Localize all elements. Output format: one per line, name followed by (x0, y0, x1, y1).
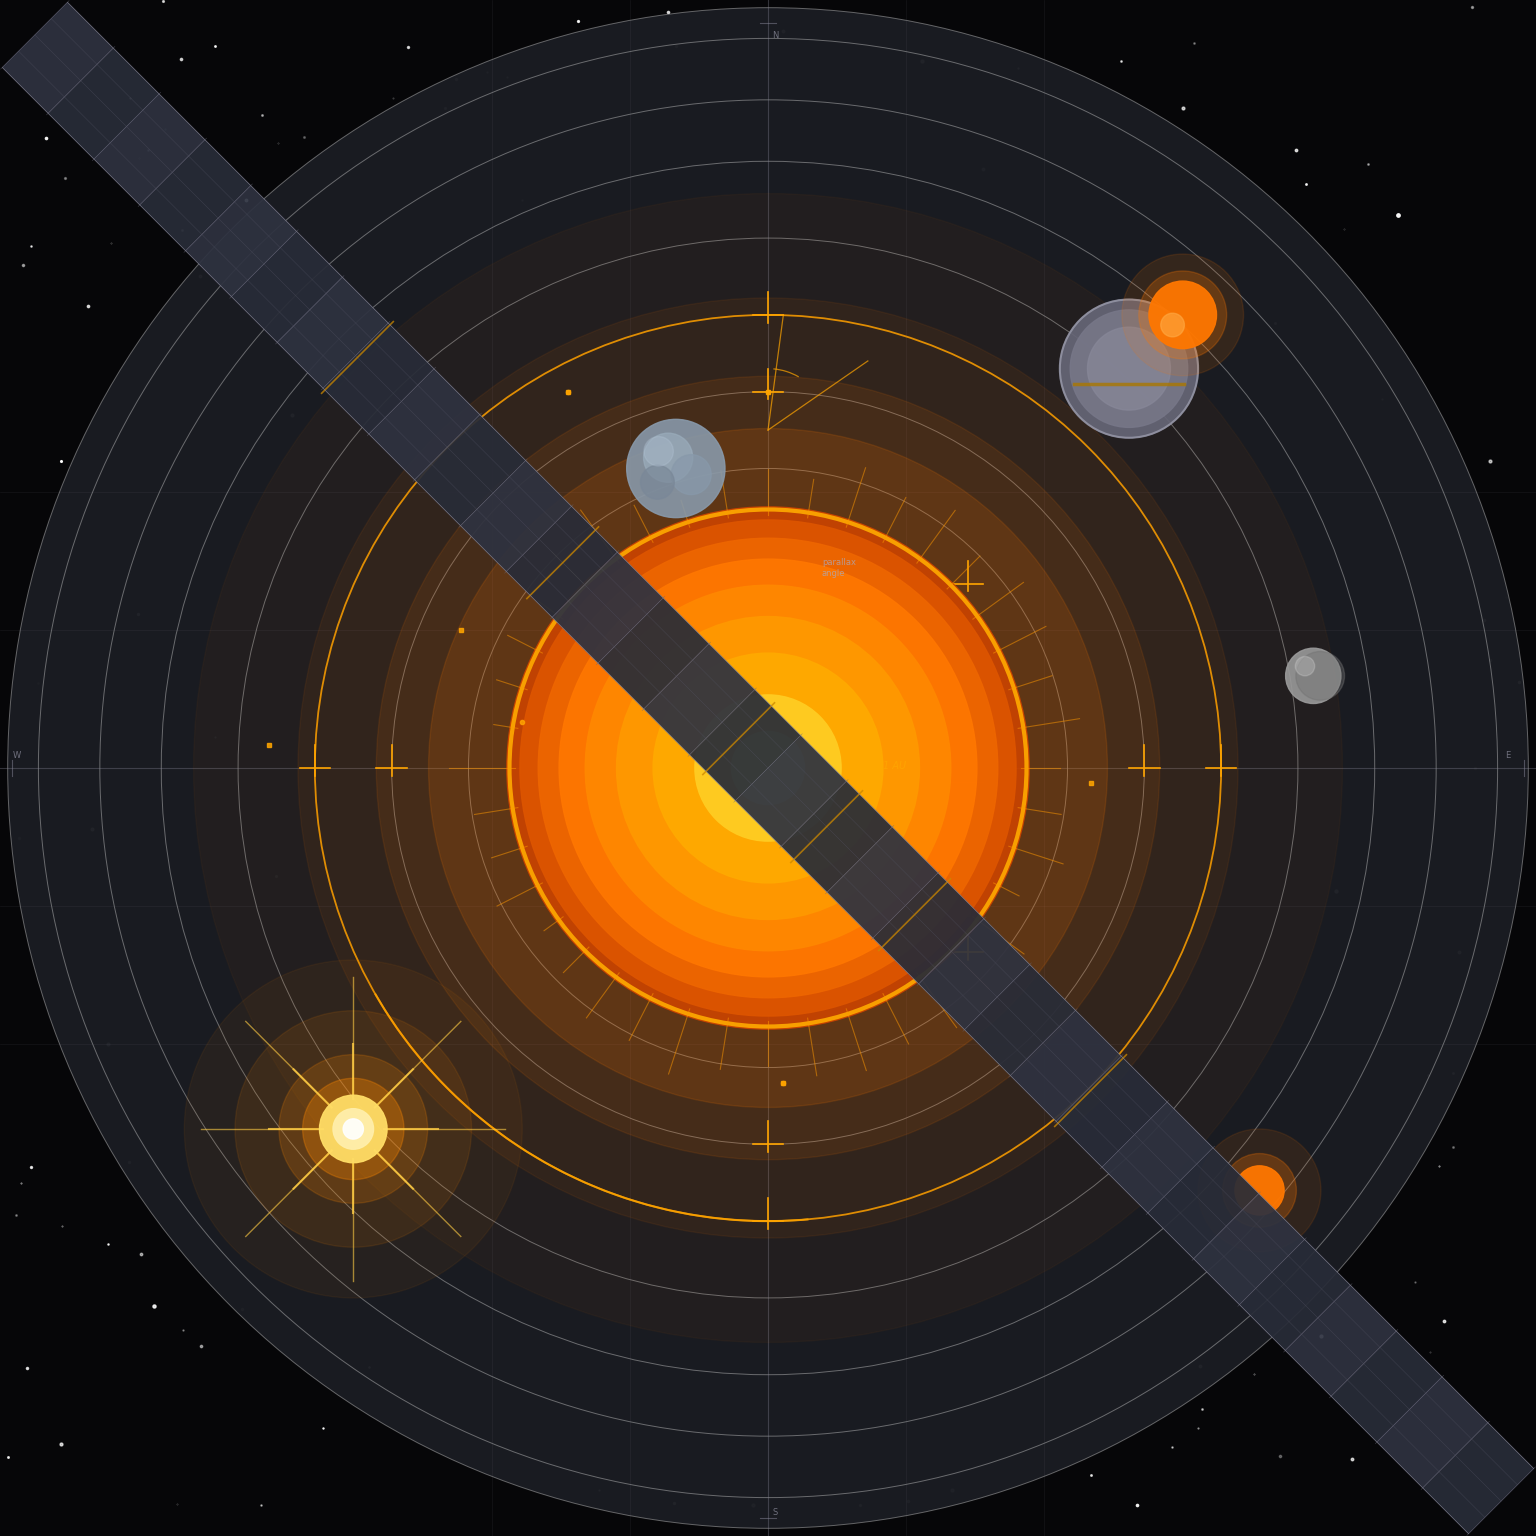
Polygon shape (415, 415, 525, 525)
Circle shape (235, 1011, 472, 1247)
Text: W: W (12, 751, 20, 760)
Polygon shape (461, 461, 571, 571)
Polygon shape (736, 736, 846, 846)
Text: E: E (1505, 751, 1510, 760)
Polygon shape (872, 872, 985, 985)
Polygon shape (186, 186, 296, 296)
Circle shape (298, 298, 1238, 1238)
Text: parallax
angle: parallax angle (822, 558, 856, 578)
Polygon shape (507, 507, 617, 617)
Polygon shape (598, 598, 710, 710)
Polygon shape (1101, 1101, 1213, 1213)
Polygon shape (48, 48, 160, 160)
Circle shape (671, 455, 711, 495)
Text: S: S (773, 1508, 777, 1518)
Circle shape (1198, 1129, 1321, 1252)
Circle shape (1087, 327, 1170, 410)
Circle shape (1161, 313, 1184, 336)
Circle shape (1138, 270, 1227, 359)
Polygon shape (1376, 1376, 1488, 1488)
Polygon shape (1332, 1332, 1442, 1442)
Circle shape (280, 1055, 427, 1203)
Text: N: N (773, 31, 779, 40)
Circle shape (694, 694, 842, 842)
Polygon shape (1193, 1193, 1304, 1304)
Polygon shape (551, 551, 664, 664)
Circle shape (1149, 281, 1217, 349)
Circle shape (319, 1095, 387, 1163)
Circle shape (641, 465, 674, 499)
Polygon shape (644, 644, 754, 754)
Polygon shape (965, 965, 1075, 1075)
Circle shape (8, 8, 1528, 1528)
Circle shape (538, 538, 998, 998)
Polygon shape (1147, 1147, 1260, 1260)
Circle shape (184, 960, 522, 1298)
Polygon shape (276, 276, 389, 389)
Circle shape (731, 731, 805, 805)
Polygon shape (2, 2, 114, 114)
Circle shape (559, 559, 977, 977)
Circle shape (376, 376, 1160, 1160)
Circle shape (616, 616, 920, 920)
Circle shape (303, 1078, 404, 1180)
Circle shape (1223, 1154, 1296, 1227)
Circle shape (519, 519, 1017, 1017)
Polygon shape (690, 690, 800, 800)
Circle shape (1235, 1166, 1284, 1215)
Polygon shape (782, 782, 892, 892)
Circle shape (653, 653, 883, 883)
Polygon shape (140, 140, 250, 250)
Polygon shape (1286, 1286, 1396, 1396)
Circle shape (1060, 300, 1198, 438)
Polygon shape (1240, 1240, 1350, 1350)
Circle shape (429, 429, 1107, 1107)
Polygon shape (1057, 1057, 1167, 1167)
Circle shape (1286, 648, 1341, 703)
Circle shape (1296, 651, 1344, 700)
Polygon shape (232, 232, 343, 343)
Circle shape (585, 585, 951, 951)
Polygon shape (919, 919, 1029, 1029)
Circle shape (1295, 656, 1315, 676)
Polygon shape (323, 323, 435, 435)
Circle shape (507, 507, 1029, 1029)
Polygon shape (1422, 1422, 1534, 1534)
Circle shape (627, 419, 725, 518)
Polygon shape (1011, 1011, 1121, 1121)
Circle shape (1071, 310, 1187, 427)
Polygon shape (369, 369, 479, 479)
Circle shape (333, 1109, 373, 1149)
Text: 1 AU: 1 AU (883, 760, 906, 771)
Circle shape (1121, 253, 1244, 376)
Polygon shape (826, 826, 938, 938)
Circle shape (644, 433, 693, 482)
Circle shape (343, 1118, 364, 1140)
Circle shape (644, 436, 673, 465)
Polygon shape (94, 94, 204, 204)
